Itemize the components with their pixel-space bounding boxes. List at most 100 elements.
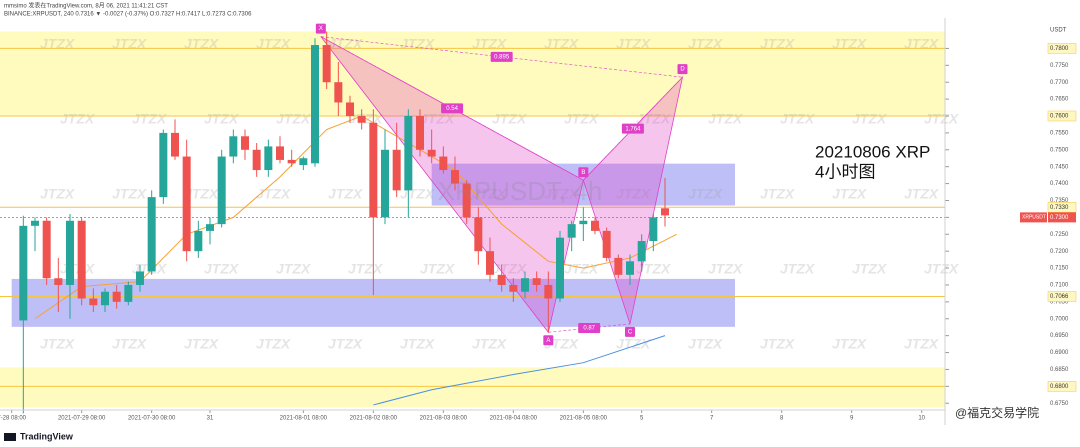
logo-watermark: JTZX (112, 186, 148, 202)
background-layer: JTZX JTZX JTZX JTZX JTZX JTZX JTZX JTZX JTZX JTZX… (0, 31, 960, 408)
candle-body (567, 224, 576, 238)
candle-body (462, 183, 471, 218)
pattern-point-label: X (319, 26, 323, 32)
y-tick-label: 0.7100 (1050, 283, 1069, 289)
current-price-box (1048, 212, 1076, 223)
candle-body (171, 132, 179, 157)
y-tick-label: 0.7050 (1050, 299, 1069, 305)
logo-watermark: JTZX (472, 36, 508, 52)
candle-body (357, 116, 366, 123)
candle-body (521, 278, 529, 292)
y-tick-label: 0.7400 (1050, 181, 1069, 187)
candle-body (439, 156, 448, 171)
y-tick-label: 0.6950 (1050, 333, 1069, 339)
x-tick-label: 9 (850, 416, 854, 422)
y-tick-label: 0.7250 (1050, 232, 1069, 238)
logo-watermark: JTZX (760, 336, 796, 352)
candle-body (101, 291, 109, 306)
level-label: 0.7330 (1050, 205, 1069, 211)
candle-body (206, 224, 214, 231)
logo-watermark: JTZX (256, 336, 292, 352)
logo-watermark: JTZX (544, 186, 580, 202)
candle-body (322, 45, 331, 83)
pattern-ratio: 0.895 (494, 54, 510, 60)
axis-layer: 0.6750 0.6800 0.6850 0.6900 0.6950 0.7000 0.70… (0, 43, 1077, 422)
plot-layer: 0.895 0.54 1.764 0.87 X A B C D (0, 23, 945, 414)
logo-watermark: JTZX (904, 186, 940, 202)
pattern-point-box (543, 335, 554, 346)
y-tick-label: 0.7650 (1050, 97, 1069, 103)
logo-watermark: JTZX (472, 336, 508, 352)
moving-average (373, 335, 666, 406)
pattern-ratio-box (441, 103, 464, 114)
header-line: mmsimo 发表在TradingView.com, 8月 06, 2021 1… (4, 2, 168, 10)
y-tick-label: 0.7750 (1050, 63, 1069, 69)
candle-body (392, 149, 401, 191)
x-tick-label: 7 (710, 416, 714, 422)
candle-body (381, 149, 389, 218)
candle-body (626, 261, 634, 275)
candle-body (182, 156, 191, 252)
candle-body (544, 284, 553, 299)
logo-watermark: JTZX (760, 36, 796, 52)
annotation-title: 20210806 XRP (815, 142, 930, 161)
logo-watermark: JTZX (832, 336, 868, 352)
candle-body (112, 291, 121, 302)
pattern-ratio: 1.764 (625, 126, 641, 132)
candle-body (602, 230, 611, 258)
y-tick-label: 0.7500 (1050, 147, 1069, 153)
logo-watermark: JTZX (616, 336, 652, 352)
candle-body (649, 217, 658, 242)
candle-body (252, 149, 261, 171)
candle-body (77, 220, 86, 299)
pattern-ratio-box (490, 51, 513, 62)
logo-watermark: JTZX (832, 36, 868, 52)
logo-watermark: JTZX (832, 186, 868, 202)
level-label-box (1047, 43, 1077, 54)
y-tick-label: 0.7000 (1050, 316, 1069, 322)
logo-watermark: JTZX (420, 111, 456, 127)
x-tick-label: 7-28 08:00 (0, 416, 27, 422)
y-tick-label: 0.7200 (1050, 249, 1069, 255)
logo-watermark: JTZX (276, 111, 312, 127)
y-tick-label: 0.6850 (1050, 367, 1069, 373)
candle-body (299, 158, 308, 165)
logo-watermark: JTZX (616, 36, 652, 52)
level-label-box (1047, 381, 1077, 392)
y-tick-label: 0.6900 (1050, 350, 1069, 356)
logo-watermark: JTZX (184, 36, 220, 52)
logo-watermark: JTZX (204, 261, 240, 277)
logo-watermark: JTZX (492, 111, 528, 127)
candle-body (591, 220, 599, 231)
pattern-point-box (578, 167, 589, 178)
candle-body (427, 149, 436, 157)
x-tick-label: 31 (207, 416, 214, 422)
level-label: 0.7066 (1050, 294, 1069, 300)
level-label: 0.7800 (1050, 46, 1069, 52)
candle-body (124, 284, 133, 302)
candle-body (474, 217, 483, 252)
candle-body (276, 146, 284, 160)
logo-watermark: JTZX (688, 186, 724, 202)
y-tick-label: 0.7700 (1050, 80, 1069, 86)
pattern-ratio-box (578, 323, 601, 334)
candle-body (509, 284, 518, 292)
candle-body (579, 220, 588, 225)
candle-body (614, 257, 623, 275)
candle-body (334, 82, 343, 103)
x-tick-label: 2021-07-30 08:00 (128, 416, 176, 422)
logo-watermark: JTZX (780, 261, 816, 277)
candle-body (31, 220, 39, 226)
candle-body (136, 271, 144, 285)
logo-watermark: JTZX (328, 36, 364, 52)
pattern-ratio: 0.54 (446, 106, 458, 112)
level-label-box (1047, 110, 1077, 122)
candle-body (19, 225, 28, 321)
x-tick-label: 2021-08-05 08:00 (560, 416, 608, 422)
y-tick-label: 0.7550 (1050, 130, 1069, 136)
current-price-name: XRPUSDT (1022, 215, 1046, 221)
logo-watermark: JTZX (564, 261, 600, 277)
candle-body (241, 136, 249, 150)
logo-watermark: JTZX (780, 111, 816, 127)
logo-watermark: JTZX (256, 36, 292, 52)
